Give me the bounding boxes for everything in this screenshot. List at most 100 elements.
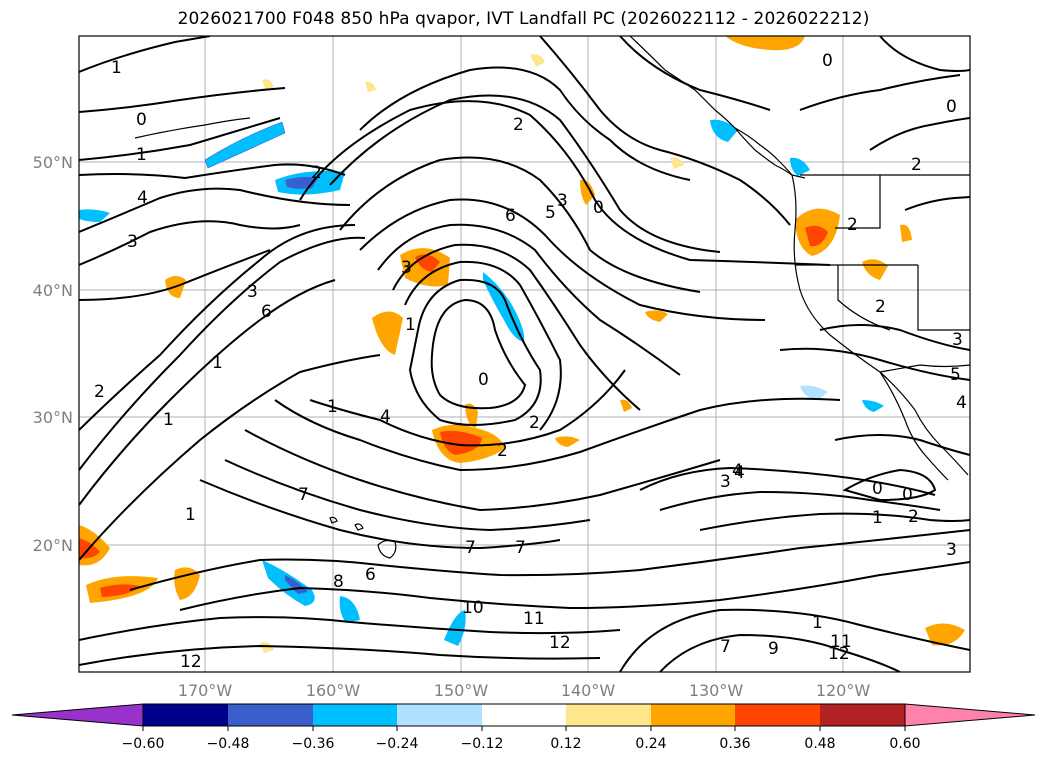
contour-line <box>79 36 211 73</box>
latitude-labels: 50°N 40°N 30°N 20°N <box>33 153 73 555</box>
contour-line <box>869 117 970 151</box>
contour-label: 5 <box>545 203 556 223</box>
aleutian-islands <box>134 117 251 139</box>
pos-patch-low-south-core <box>440 430 482 455</box>
colorbar-tick-label: −0.48 <box>207 736 250 752</box>
contour-label: 2 <box>908 507 919 527</box>
contour-label: 10 <box>462 598 484 618</box>
contour-line <box>359 66 691 181</box>
lon-label-120w: 120°W <box>816 681 871 700</box>
contour-line <box>224 459 591 532</box>
contour-line <box>659 633 901 672</box>
contour-label: 2 <box>847 215 858 235</box>
contour-line <box>430 298 527 410</box>
contour-line <box>79 224 356 431</box>
contour-label: 3 <box>127 232 138 252</box>
contour-line <box>619 608 970 672</box>
contour-line <box>842 468 937 502</box>
neg-patch-hawaii-core <box>285 575 308 594</box>
colorbar: −0.60 −0.48 −0.36 −0.24 −0.12 0.12 0.24 … <box>11 703 1036 752</box>
pos-patch-140w-25n <box>645 310 668 322</box>
pos-patch-light-1 <box>530 54 545 67</box>
neg-patch-west-edge <box>79 209 110 222</box>
contour-line <box>79 644 601 666</box>
neg-patch-south-2 <box>444 610 466 646</box>
hawaii-maui <box>354 523 364 531</box>
neg-patch-baja <box>862 400 884 412</box>
contour-line <box>779 347 970 381</box>
contour-label: 2 <box>311 163 322 183</box>
contour-label: 1 <box>405 315 416 335</box>
contour-label: 7 <box>465 538 476 558</box>
contour-label: 3 <box>401 258 412 278</box>
contour-line <box>799 74 961 111</box>
ivt-contours <box>79 36 970 672</box>
contour-line <box>377 223 681 376</box>
contour-label: 3 <box>952 330 963 350</box>
pos-patch-low-west <box>372 311 403 355</box>
contour-line <box>359 198 766 321</box>
lat-label-50n: 50°N <box>33 153 73 172</box>
contour-label: 2 <box>94 382 105 402</box>
contour-line <box>539 36 791 226</box>
colorbar-tick-label: −0.36 <box>292 736 335 752</box>
baja-coast <box>879 371 949 481</box>
pos-patch-south-west-core <box>100 584 140 597</box>
contour-line <box>339 156 701 293</box>
colorbar-bin <box>228 704 313 726</box>
contour-label: 7 <box>720 637 731 657</box>
contour-line <box>309 369 626 447</box>
mexico-coast <box>914 409 969 476</box>
contour-line <box>79 279 336 506</box>
pos-patch-southeast <box>925 623 965 646</box>
contour-line <box>79 187 351 233</box>
contour-label: 2 <box>529 413 540 433</box>
lon-label-140w: 140°W <box>561 681 616 700</box>
map-title: 2026021700 F048 850 hPa qvapor, IVT Land… <box>177 9 870 29</box>
state-border-4 <box>917 265 970 331</box>
contour-label: 0 <box>946 97 957 117</box>
contour-line <box>659 490 941 511</box>
colorbar-bin <box>313 704 397 726</box>
contour-label: 1 <box>327 397 338 417</box>
contour-line <box>639 466 936 496</box>
state-border-3 <box>837 265 891 331</box>
neg-patch-low-east <box>483 272 525 342</box>
neg-patch-gulf-alaska <box>204 121 286 169</box>
contour-line <box>129 529 970 591</box>
contour-line <box>329 94 721 253</box>
contour-line <box>79 249 271 301</box>
contour-label: 12 <box>828 644 850 664</box>
contour-label: 11 <box>830 632 852 652</box>
hawaii-big-island <box>377 539 397 559</box>
contour-label: 6 <box>261 302 272 322</box>
contour-label: 3 <box>946 540 957 560</box>
contour-line <box>408 278 542 426</box>
pos-patch-lonely-1 <box>555 436 580 447</box>
pos-patch-lonely-2 <box>580 179 595 205</box>
lon-label-130w: 130°W <box>689 681 744 700</box>
contour-label: 3 <box>247 282 258 302</box>
contour-label: 3 <box>720 472 731 492</box>
colorbar-bin <box>820 704 905 726</box>
contour-label: 0 <box>902 485 913 505</box>
map-frame <box>78 35 971 673</box>
contour-label: 4 <box>956 393 967 413</box>
contour-label: 5 <box>950 365 961 385</box>
contour-label: 0 <box>872 479 883 499</box>
colorbar-bin <box>651 704 735 726</box>
contour-line <box>274 397 841 472</box>
us-mexico-border <box>879 364 970 373</box>
contour-label: 2 <box>513 115 524 135</box>
colorbar-bin <box>143 704 228 726</box>
colorbar-bin <box>566 704 651 726</box>
contour-line <box>244 429 721 512</box>
colorbar-tick-label: 0.12 <box>550 736 581 752</box>
pos-patch-light-2 <box>262 79 274 91</box>
contour-label: 8 <box>333 572 344 592</box>
contour-label: 1 <box>185 505 196 525</box>
contour-label: 11 <box>523 609 545 629</box>
lon-label-160w: 160°W <box>306 681 361 700</box>
graticule <box>79 36 970 672</box>
